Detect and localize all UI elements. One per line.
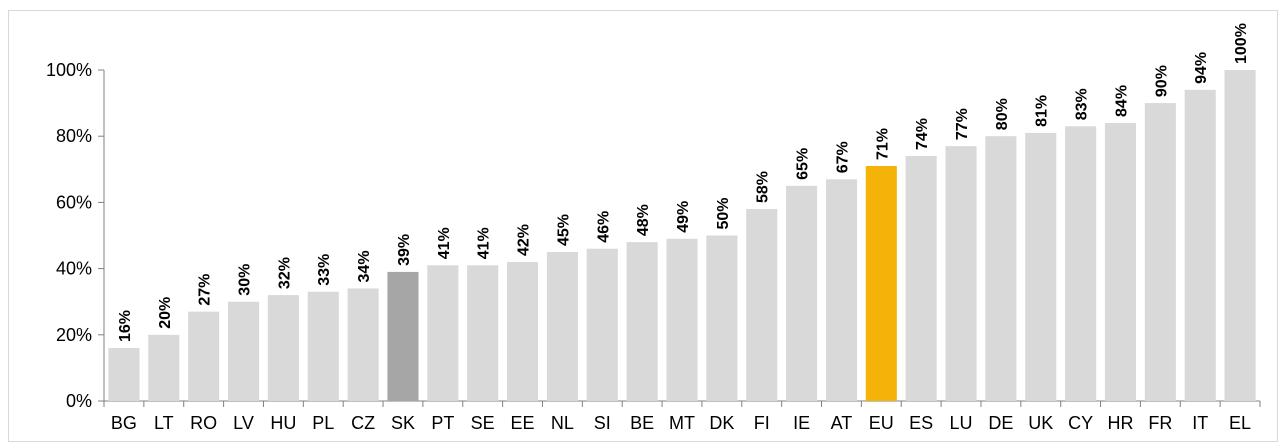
bar-be bbox=[626, 242, 658, 401]
bar-es bbox=[905, 156, 937, 401]
bar-hu bbox=[267, 295, 299, 401]
category-label: SI bbox=[594, 413, 611, 433]
bar-dk bbox=[706, 235, 738, 401]
category-label: MT bbox=[669, 413, 695, 433]
category-label: IT bbox=[1192, 413, 1208, 433]
data-label: 27% bbox=[197, 274, 214, 306]
category-label: BG bbox=[111, 413, 137, 433]
category-label: DK bbox=[709, 413, 734, 433]
data-label: 81% bbox=[1034, 95, 1051, 127]
bar-ee bbox=[507, 261, 539, 401]
y-tick-label: 100% bbox=[46, 60, 92, 80]
data-label: 90% bbox=[1153, 65, 1170, 97]
category-label: HU bbox=[270, 413, 296, 433]
category-label: LT bbox=[154, 413, 174, 433]
y-tick-label: 40% bbox=[56, 259, 92, 279]
category-label: IE bbox=[793, 413, 810, 433]
y-tick-label: 20% bbox=[56, 325, 92, 345]
category-label: CY bbox=[1068, 413, 1093, 433]
category-label: SE bbox=[471, 413, 495, 433]
data-label: 42% bbox=[516, 224, 533, 256]
y-tick-label: 0% bbox=[66, 391, 92, 411]
data-label: 49% bbox=[675, 201, 692, 233]
category-label: CZ bbox=[351, 413, 375, 433]
bar-lv bbox=[227, 301, 260, 401]
bar-nl bbox=[546, 252, 578, 401]
bar-at bbox=[825, 179, 857, 401]
bar-uk bbox=[1025, 132, 1057, 401]
data-label: 71% bbox=[874, 128, 891, 160]
data-label: 20% bbox=[157, 297, 174, 329]
bar-mt bbox=[666, 238, 698, 401]
data-label: 74% bbox=[914, 118, 931, 150]
category-label: UK bbox=[1028, 413, 1053, 433]
data-label: 33% bbox=[316, 254, 333, 286]
bar-pl bbox=[307, 291, 339, 401]
category-label: RO bbox=[190, 413, 217, 433]
data-label: 45% bbox=[555, 214, 572, 246]
category-label: FI bbox=[754, 413, 770, 433]
data-label: 100% bbox=[1233, 23, 1250, 64]
data-label: 39% bbox=[396, 234, 413, 266]
category-label: PL bbox=[312, 413, 334, 433]
data-label: 48% bbox=[635, 204, 652, 236]
bar-cy bbox=[1065, 126, 1097, 402]
bar-cz bbox=[347, 288, 379, 401]
category-label: ES bbox=[909, 413, 933, 433]
bar-bg bbox=[108, 348, 140, 401]
category-label: BE bbox=[630, 413, 654, 433]
category-label: NL bbox=[551, 413, 574, 433]
data-label: 50% bbox=[715, 197, 732, 229]
data-label: 30% bbox=[237, 264, 254, 296]
bar-de bbox=[985, 136, 1017, 401]
bar-si bbox=[586, 248, 618, 401]
bar-lt bbox=[148, 334, 180, 401]
bar-ie bbox=[786, 185, 818, 401]
bar-se bbox=[467, 265, 499, 401]
bar-hr bbox=[1104, 122, 1137, 402]
category-label: LU bbox=[950, 413, 973, 433]
data-label: 83% bbox=[1074, 88, 1091, 120]
data-label: 41% bbox=[436, 227, 453, 259]
data-label: 46% bbox=[595, 211, 612, 243]
y-tick-label: 80% bbox=[56, 126, 92, 146]
category-label: DE bbox=[988, 413, 1013, 433]
category-label: EE bbox=[511, 413, 535, 433]
data-label: 34% bbox=[356, 250, 373, 282]
data-label: 58% bbox=[755, 171, 772, 203]
category-label: SK bbox=[391, 413, 415, 433]
category-label: AT bbox=[831, 413, 853, 433]
bar-eu bbox=[865, 165, 897, 401]
bar-sk bbox=[387, 271, 419, 401]
bar-pt bbox=[427, 265, 459, 401]
category-label: FR bbox=[1148, 413, 1172, 433]
data-label: 77% bbox=[954, 108, 971, 140]
data-label: 67% bbox=[834, 141, 851, 173]
category-label: HR bbox=[1107, 413, 1133, 433]
data-label: 16% bbox=[117, 310, 134, 342]
data-label: 94% bbox=[1193, 52, 1210, 84]
category-label: EU bbox=[869, 413, 894, 433]
bar-fr bbox=[1144, 103, 1176, 401]
data-label: 84% bbox=[1113, 85, 1130, 117]
bar-lu bbox=[945, 146, 977, 401]
category-label: EL bbox=[1229, 413, 1251, 433]
data-label: 65% bbox=[795, 148, 812, 180]
bar-it bbox=[1184, 89, 1216, 402]
bar-ro bbox=[188, 311, 220, 401]
data-label: 41% bbox=[476, 227, 493, 259]
bar-fi bbox=[746, 209, 778, 401]
category-label: PT bbox=[431, 413, 454, 433]
y-tick-label: 60% bbox=[56, 192, 92, 212]
bar-el bbox=[1224, 70, 1256, 401]
data-label: 32% bbox=[276, 257, 293, 289]
data-label: 80% bbox=[994, 98, 1011, 130]
category-label: LV bbox=[233, 413, 254, 433]
